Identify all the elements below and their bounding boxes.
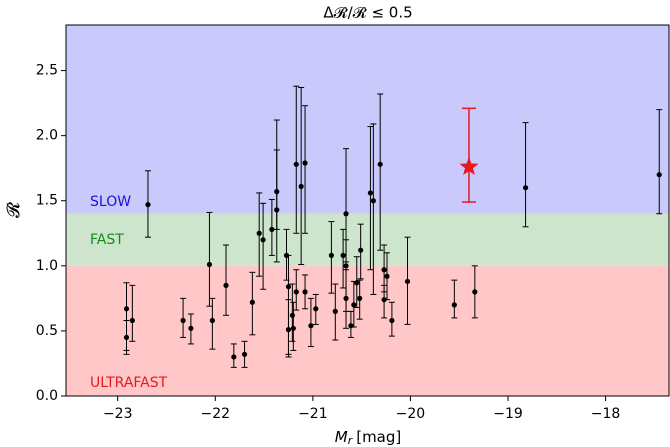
y-tick-label: 0.5: [36, 323, 58, 339]
point: [123, 306, 130, 312]
point: [656, 172, 662, 178]
y-axis-label: 𝓡: [4, 202, 24, 218]
band: [66, 213, 669, 266]
point: [180, 317, 186, 324]
y-tick-label: 2.5: [36, 63, 58, 79]
point: [340, 252, 346, 259]
point: [358, 247, 364, 253]
y-tick-label: 1.0: [36, 258, 58, 274]
point: [308, 323, 314, 329]
band-label: SLOW: [90, 194, 131, 210]
point: [209, 317, 215, 324]
x-tick-label: −23: [103, 406, 133, 422]
point: [370, 198, 376, 204]
point: [404, 278, 411, 285]
plot-frame: [65, 24, 670, 397]
point: [343, 263, 349, 269]
x-tick-label: −21: [298, 406, 328, 422]
point: [260, 237, 266, 243]
point: [302, 289, 308, 295]
band-label: ULTRAFAST: [90, 375, 168, 391]
point: [389, 317, 395, 324]
point: [348, 323, 354, 329]
point: [289, 312, 295, 318]
point: [145, 202, 151, 208]
point: [354, 280, 360, 286]
y-tick-label: 1.5: [36, 193, 58, 209]
point: [357, 295, 363, 301]
point: [472, 289, 478, 295]
y-tick-label: 2.0: [36, 128, 58, 144]
x-label-sub: r: [348, 434, 354, 447]
point: [285, 327, 292, 333]
x-tick-label: −20: [396, 406, 426, 422]
x-tick-label: −22: [201, 406, 231, 422]
point: [241, 351, 248, 357]
band: [66, 265, 669, 396]
point: [313, 306, 319, 312]
point: [293, 289, 299, 295]
point: [285, 284, 292, 290]
point: [377, 161, 383, 167]
x-tick-label: −19: [493, 406, 523, 422]
point: [332, 308, 338, 314]
chart-title: Δ𝓡/𝓡 ≤ 0.5: [323, 4, 412, 22]
y-tick-label: 0.0: [36, 388, 58, 404]
point: [206, 261, 213, 268]
star-point: [459, 156, 479, 175]
point: [351, 302, 357, 308]
point: [188, 325, 194, 331]
point: [249, 299, 255, 305]
x-label-main: M: [335, 428, 348, 446]
band: [66, 25, 669, 214]
x-label-unit: [mag]: [356, 428, 401, 446]
point: [223, 282, 229, 288]
point: [290, 325, 296, 331]
point: [123, 334, 130, 341]
point: [256, 230, 262, 236]
band-label: FAST: [90, 232, 124, 248]
point: [328, 252, 334, 259]
point: [269, 226, 275, 232]
x-tick-label: −18: [591, 406, 621, 422]
point: [343, 211, 349, 217]
point: [231, 354, 237, 360]
point: [381, 267, 387, 273]
x-axis-label: Mr [mag]: [335, 428, 402, 447]
point: [367, 190, 374, 196]
point: [302, 160, 308, 166]
point: [451, 302, 457, 308]
point: [343, 295, 349, 301]
point: [293, 161, 299, 167]
point: [522, 185, 529, 191]
point: [298, 183, 304, 190]
point: [274, 207, 280, 213]
point: [129, 317, 135, 324]
point: [384, 273, 390, 279]
